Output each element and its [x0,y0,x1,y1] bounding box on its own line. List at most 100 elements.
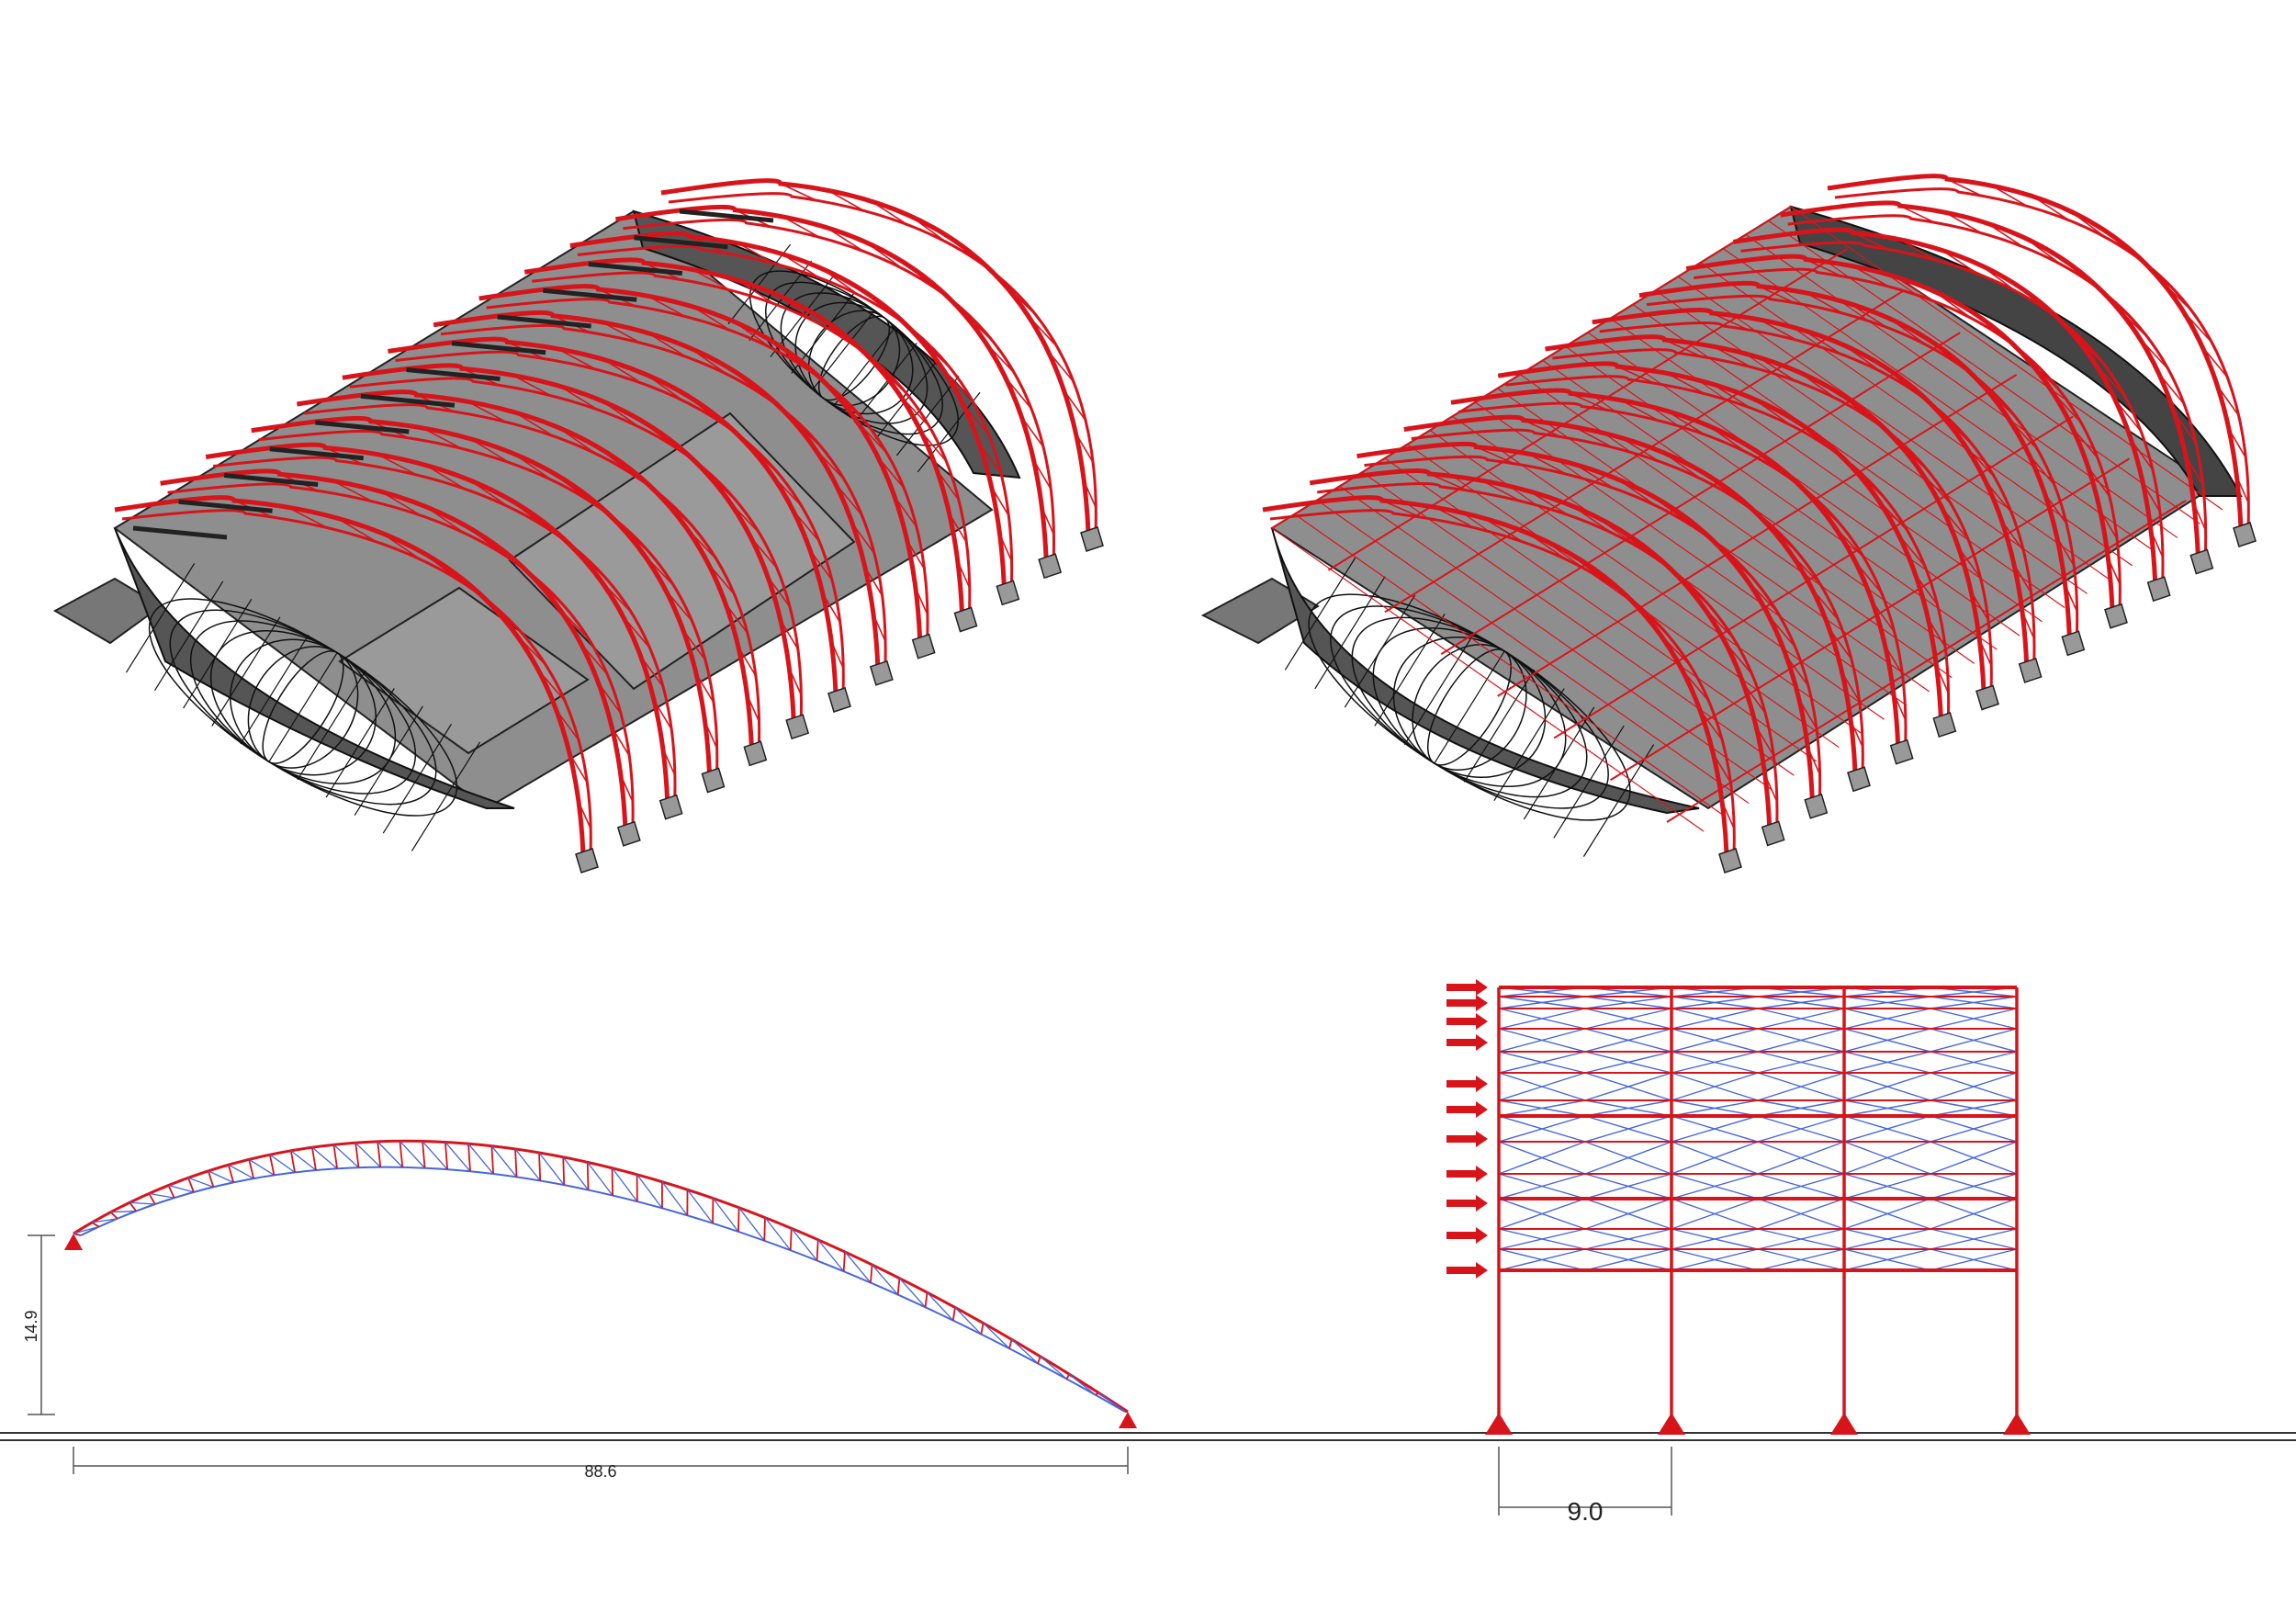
arch-web-member [2182,310,2212,344]
arch-diagonal-member [983,1322,1010,1349]
cross-brace [1757,1248,1845,1271]
arch-web-member [1666,372,1705,395]
shell-grid-line [125,563,196,673]
arch-web-member [639,419,678,449]
arch-web-member [508,498,547,529]
arch-web-member [2028,454,2055,486]
roof-bracing-line [1407,444,1840,749]
arch-footing [1080,526,1104,552]
arch-web-member [1703,606,1735,639]
arch-web-member [1944,211,1982,234]
back-shell-grid [727,243,981,473]
arch-top-chord [660,178,1091,534]
arch-web-member [2103,229,2140,260]
arch-web-member [558,385,599,411]
arch-web-member [469,479,509,508]
isometric-view-partial-roof [52,178,1104,873]
shell-grid-line [154,580,224,691]
arch-vertical-member [1008,1338,1013,1349]
shell-grid-line [1403,632,1476,746]
arch-diagonal-member [490,1145,518,1178]
arch-web-member [1616,366,1655,385]
roof-rib [451,341,546,355]
arch-footing [785,714,810,740]
arch-web-member [1877,499,1908,532]
arch-diagonal-member [872,1264,899,1295]
arch-web-member [1956,359,1992,391]
arch-web-member [1611,524,1650,555]
cross-brace [1584,1008,1672,1030]
arch-diagonal-member [445,1142,471,1172]
arch-web-member [1941,507,1969,540]
arch-top-chord [569,231,1007,587]
arch-footing [616,820,641,847]
cross-brace [1671,1008,1759,1030]
cross-brace [1671,1051,1759,1074]
cross-brace [1843,996,1931,1009]
arch-top-chord [1450,388,1901,746]
arch-vertical-member [1065,1373,1070,1380]
roof-bracing-line [1565,345,1998,650]
arch-web-member [601,400,641,428]
arch-top-chord [296,389,754,748]
arch-web-member [1712,383,1751,409]
arch-footing [2061,630,2086,657]
arch-web-member [1880,363,1918,394]
cross-brace [1757,1198,1845,1230]
roof-bracing-line [1474,401,1908,706]
roof-rib [315,420,410,434]
arch-web-member [2157,373,2185,405]
shell-grid-line [895,375,960,456]
arch-web-member [814,313,851,344]
arch-web-member [2021,612,2035,639]
roof-bracing-line [1361,471,1795,776]
arch-vertical-member [129,1201,137,1212]
arch-web-member [1027,315,1058,348]
arch-top-chord [523,257,964,614]
arrow-right-load-icon [1446,1013,1488,1030]
arch-diagonal-member [844,1251,872,1283]
roof-bracing-line [1294,513,1727,818]
arch-web-member [901,260,939,290]
arch-web-member [906,539,926,570]
roof-bracing-line [1519,374,1953,679]
arch-bottom-chord [1505,375,1951,719]
arch-web-member [760,389,796,421]
arch-web-member [2052,391,2082,424]
shell-grid-line [917,391,981,473]
shell-grid-line [1344,594,1416,708]
arch-web-member [1759,319,1797,342]
cross-brace [1843,1115,1931,1143]
arch-web-member [537,669,566,702]
arch-diagonal-member [269,1154,296,1173]
arch-web-member [781,253,820,278]
arch-web-member [1746,580,1778,613]
arch-web-member [1707,424,1747,453]
arch-footing [2189,548,2214,575]
end-shell-front [1271,527,1700,815]
arch-diagonal-member [764,1217,792,1251]
arch-web-member [864,567,884,597]
arch-diagonal-member [1011,1338,1039,1364]
arch-web-member [749,536,778,569]
cross-brace [1498,1072,1586,1101]
arch-web-member [500,547,537,580]
arch-bottom-chord [532,271,972,614]
arch-bottom-chord [212,456,677,801]
frame-supports [1485,1413,2031,1435]
arch-web-member [695,673,715,704]
arch-vertical-member [737,1207,740,1232]
roof-rib [269,446,364,461]
arch-bottom-chord [1646,294,2079,637]
arch-footing [911,633,936,659]
arch-web-member [1742,682,1766,714]
arch-bottom-chord [1411,428,1864,773]
arch-web-member [1811,588,1840,621]
shell-grid-line [211,616,281,727]
arch-web-member [1806,292,1844,314]
cross-brace [1671,1198,1759,1230]
arch-web-member [512,374,552,397]
cross-brace [1584,1141,1672,1175]
arch-web-member [990,486,1010,516]
